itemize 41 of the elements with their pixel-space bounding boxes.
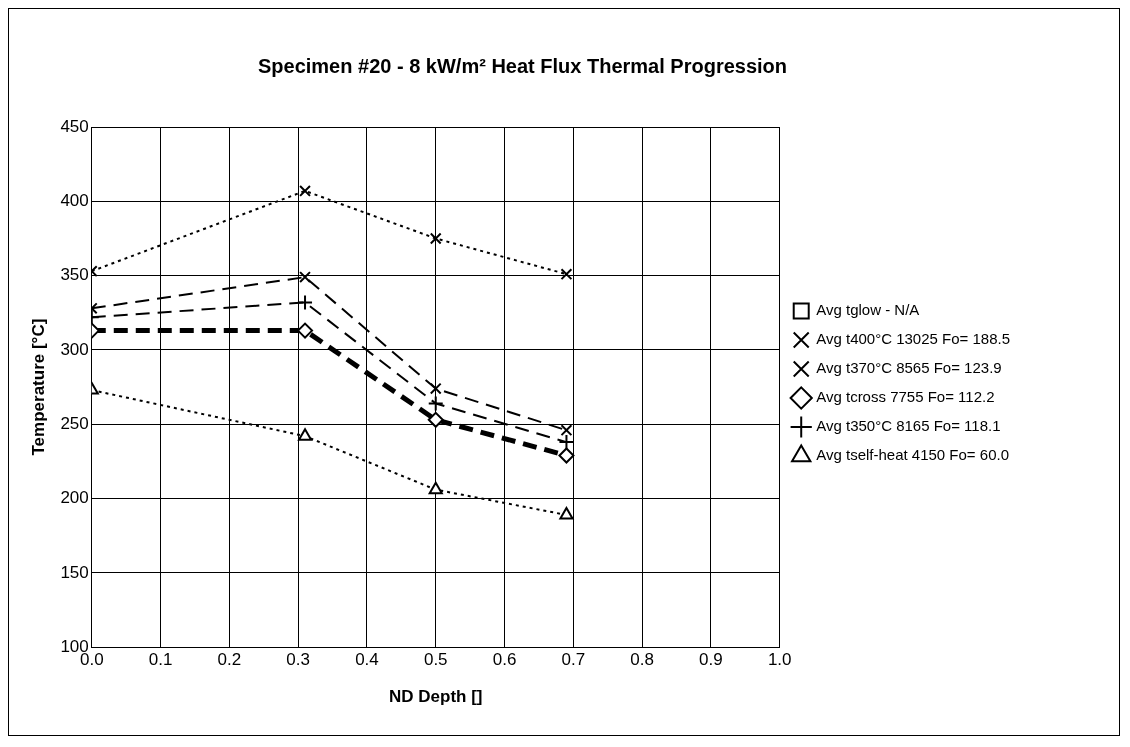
chart-title: Specimen #20 - 8 kW/m² Heat Flux Thermal Progression <box>257 54 788 77</box>
point <box>299 184 311 197</box>
legend-label: Avg tself-heat 4150 Fo= 60.0 <box>816 446 1009 464</box>
point <box>428 481 443 495</box>
y-tick-label: 300 <box>60 339 89 359</box>
legend-label: Avg t370°C 8565 Fo= 123.9 <box>816 359 1002 377</box>
x-tick-label: 0.3 <box>286 650 310 670</box>
point <box>558 434 575 451</box>
point <box>429 382 442 395</box>
x-axis-title: ND Depth [] <box>389 687 483 707</box>
x-tick-label: 0.2 <box>217 650 242 670</box>
y-axis-title: Temperature [°C] <box>28 318 48 456</box>
x-tick-label: 0.4 <box>355 650 379 670</box>
y-tick-label: 350 <box>60 265 89 285</box>
point <box>559 506 574 520</box>
legend-label: Avg tglow - N/A <box>816 301 920 319</box>
y-tick-label: 450 <box>60 116 89 136</box>
x-tick-label: 0.6 <box>492 650 517 670</box>
x-tick-label: 0.8 <box>630 650 654 670</box>
x-tick-label: 0.7 <box>561 650 586 670</box>
x-tick-label: 0.9 <box>699 650 723 670</box>
y-tick-label: 150 <box>60 562 89 582</box>
x-tick-label: 0.5 <box>423 650 448 670</box>
point <box>429 232 442 245</box>
y-tick-label: 400 <box>60 191 89 210</box>
point <box>297 428 313 441</box>
point <box>560 268 573 281</box>
point <box>297 294 314 311</box>
legend-label: Avg t350°C 8165 Fo= 118.1 <box>816 417 1001 435</box>
point <box>560 424 573 437</box>
legend-label: Avg t400°C 13025 Fo= 188.5 <box>816 330 1011 348</box>
x-tick-label: 1.0 <box>767 650 792 670</box>
y-tick-label: 200 <box>60 488 89 508</box>
point <box>297 322 314 339</box>
x-tick-label: 0.1 <box>148 650 173 670</box>
y-tick-label: 250 <box>60 413 89 433</box>
point <box>558 447 575 464</box>
legend-label: Avg tcross 7755 Fo= 112.2 <box>816 388 995 406</box>
point <box>299 271 311 284</box>
point <box>427 395 444 412</box>
point <box>427 411 444 428</box>
